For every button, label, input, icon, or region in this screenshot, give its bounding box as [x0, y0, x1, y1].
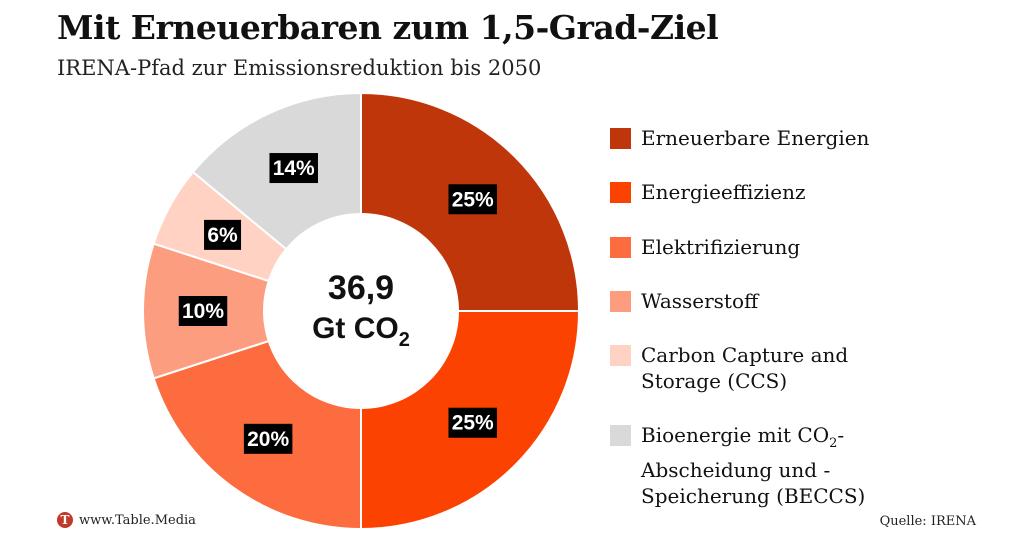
legend-swatch [610, 237, 631, 258]
legend-label: Wasserstoff [641, 289, 759, 313]
legend-item-erneuerbare: Erneuerbare Energien [610, 125, 869, 151]
legend-label: Erneuerbare Energien [641, 126, 870, 150]
donut-chart: 25% 25% 20% 10% 6% 14% 36,9 Gt CO2 [142, 91, 581, 531]
legend-label: Energieeffizienz [641, 180, 806, 204]
slice-label-3: 10% [178, 296, 228, 326]
legend-swatch [610, 291, 631, 312]
slice-label-text: 25% [452, 188, 494, 211]
slice-label-box [269, 153, 318, 184]
slice-label-box [243, 423, 293, 454]
slice-label-1: 25% [448, 407, 497, 438]
slice-label-text: 6% [207, 224, 238, 247]
slice-label-4: 6% [204, 219, 242, 250]
slice-label-0: 25% [448, 184, 497, 215]
legend-swatch [610, 425, 631, 446]
chart-title: Mit Erneuerbaren zum 1,5-Grad-Ziel [57, 8, 719, 47]
legend-label-line: Bioenergie mit CO2- [641, 422, 865, 457]
footer-source: Quelle: IRENA [879, 514, 976, 529]
legend-label-subscript: 2 [829, 436, 838, 451]
slice-label-2: 20% [243, 423, 293, 454]
table-media-logo-icon: T [57, 512, 73, 528]
legend-swatch [610, 128, 631, 149]
legend-label: Elektrifizierung [641, 235, 801, 259]
center-unit-main: Gt CO [312, 312, 399, 345]
footer-site[interactable]: www.Table.Media [79, 512, 196, 528]
legend-label: Bioenergie mit CO2- Abscheidung und - Sp… [641, 422, 865, 509]
legend-item-wasserstoff: Wasserstoff [610, 288, 758, 314]
legend-label-line: Storage (CCS) [641, 369, 788, 393]
legend-swatch [610, 345, 631, 366]
slice-label-box [204, 219, 242, 250]
legend-swatch [610, 182, 631, 203]
center-unit: Gt CO2 [312, 312, 410, 351]
legend-item-elektrifizierung: Elektrifizierung [610, 234, 800, 260]
slice-label-box [448, 184, 497, 215]
slice-label-text: 10% [182, 300, 224, 323]
legend-label-part: Bioenergie mit CO [641, 423, 830, 447]
donut-hole [263, 213, 459, 409]
legend-label-line: Carbon Capture and [641, 343, 849, 367]
slice-label-text: 14% [273, 157, 315, 180]
legend-label-line: Speicherung (BECCS) [641, 484, 866, 508]
legend-label-part: - [837, 423, 845, 447]
chart-subtitle: IRENA-Pfad zur Emissionsreduktion bis 20… [57, 56, 542, 80]
slice-label-box [178, 296, 228, 326]
slice-labels: 25% 25% 20% 10% 6% 14% [178, 153, 497, 454]
center-value: 36,9 [328, 269, 394, 307]
legend-item-ccs: Carbon Capture and Storage (CCS) [610, 342, 848, 394]
slice-label-text: 25% [452, 412, 494, 435]
center-unit-sub: 2 [399, 329, 410, 351]
slice-label-5: 14% [269, 153, 318, 184]
slice-3 [142, 242, 365, 380]
legend-label-line: Abscheidung und - [641, 458, 831, 482]
legend-label: Carbon Capture and Storage (CCS) [641, 342, 848, 394]
legend-item-beccs: Bioenergie mit CO2- Abscheidung und - Sp… [610, 422, 865, 509]
legend-item-effizienz: Energieeffizienz [610, 179, 806, 205]
footer-brand: T www.Table.Media [57, 512, 196, 528]
slice-label-text: 20% [247, 428, 289, 451]
slice-label-box [448, 407, 497, 438]
